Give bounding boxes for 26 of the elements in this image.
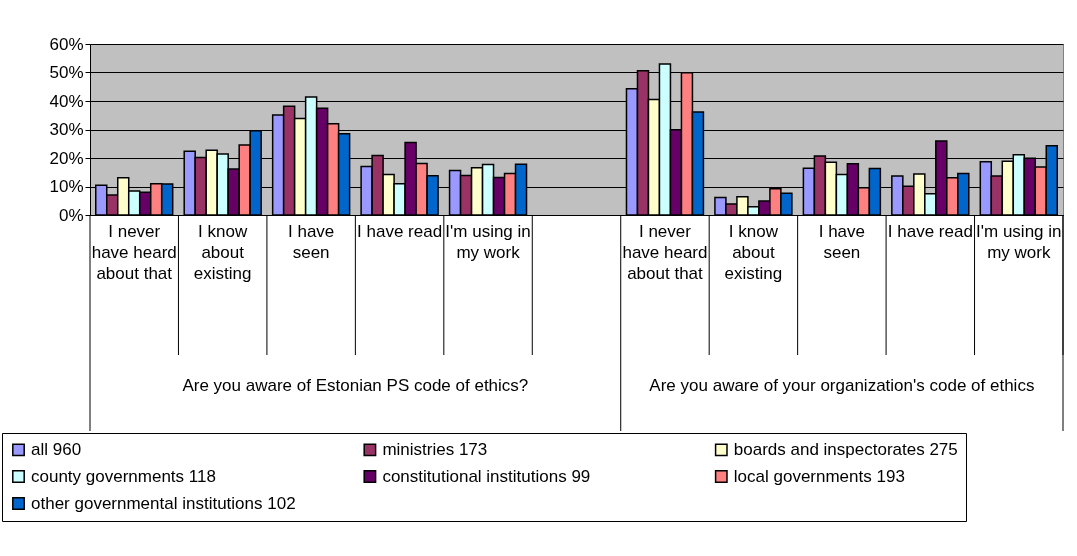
text: Are you aware of your organization's code of ethics [649, 376, 1035, 395]
x-tick-label: I have read [887, 221, 973, 241]
y-tick-label: 30% [49, 120, 84, 139]
x-tick-label: I never have heard about that [622, 221, 708, 283]
legend-label: other governmental institutions 102 [31, 493, 296, 513]
y-tick-label: 20% [49, 148, 84, 168]
legend-label: constitutional institutions 99 [382, 466, 591, 486]
x-tick-label: I know about existing [193, 221, 252, 283]
y-tick-label: 0% [58, 205, 84, 225]
y-tick-label: 50% [49, 63, 84, 82]
legend-label: county governments 118 [31, 466, 216, 486]
x-tick-label: I have read [357, 221, 443, 241]
x-tick-label: I'm using in my work [976, 221, 1062, 262]
legend-label: local governments 193 [733, 466, 905, 486]
x-tick-label: I never have heard about that [91, 221, 177, 283]
y-tick-label: 40% [49, 91, 84, 111]
y-tick-label: 60% [49, 34, 84, 54]
text: Are you aware of Estonian PS code of ethics? [182, 376, 529, 395]
x-tick-label: I have seen [818, 221, 866, 262]
legend-label: all 960 [31, 439, 82, 459]
legend-label: boards and inspectorates 275 [733, 439, 958, 459]
x-tick-label: I'm using in my work [445, 221, 531, 262]
x-tick-label: I know about existing [724, 221, 783, 283]
y-tick-label: 10% [49, 177, 84, 196]
x-tick-label: I have seen [287, 221, 335, 262]
legend-label: ministries 173 [382, 439, 488, 459]
